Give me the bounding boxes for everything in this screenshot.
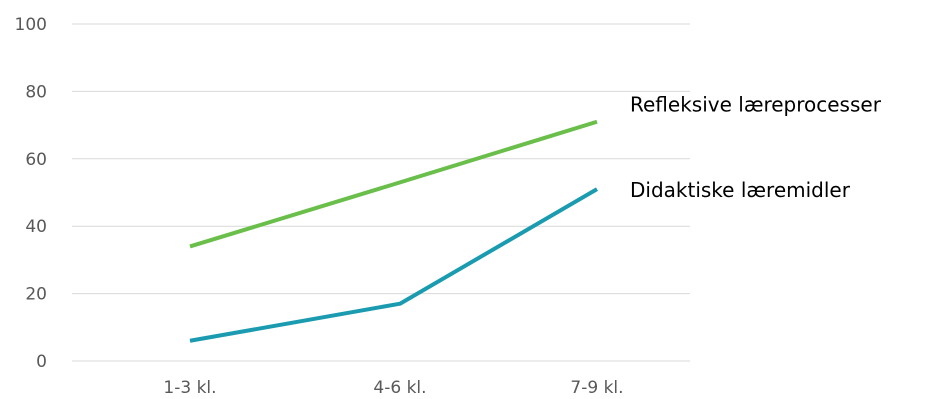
y-axis-tick-labels: 0 20 40 60 80 100: [15, 15, 47, 372]
y-tick-label-60: 60: [25, 150, 47, 170]
x-axis-tick-labels: 1-3 kl. 4-6 kl. 7-9 kl.: [163, 378, 623, 398]
series-label-1: Refleksive læreprocesser: [630, 93, 882, 117]
series-labels: Refleksive læreprocesser Didaktiske lærem…: [630, 93, 882, 202]
x-tick-label: 4-6 kl.: [373, 378, 426, 398]
series-line-1: [189, 119, 598, 249]
y-tick-label-80: 80: [25, 82, 47, 102]
y-tick-label-20: 20: [25, 285, 47, 305]
series-label-2: Didaktiske læremidler: [630, 178, 851, 202]
y-tick-label-100: 100: [15, 15, 47, 35]
x-tick-label: 7-9 kl.: [570, 378, 623, 398]
y-tick-label-0: 0: [36, 352, 47, 372]
series-line-2: [189, 187, 599, 343]
series-lines: [189, 119, 599, 343]
y-tick-label-40: 40: [25, 217, 47, 237]
x-tick-label: 1-3 kl.: [163, 378, 216, 398]
gridlines: [72, 23, 690, 362]
